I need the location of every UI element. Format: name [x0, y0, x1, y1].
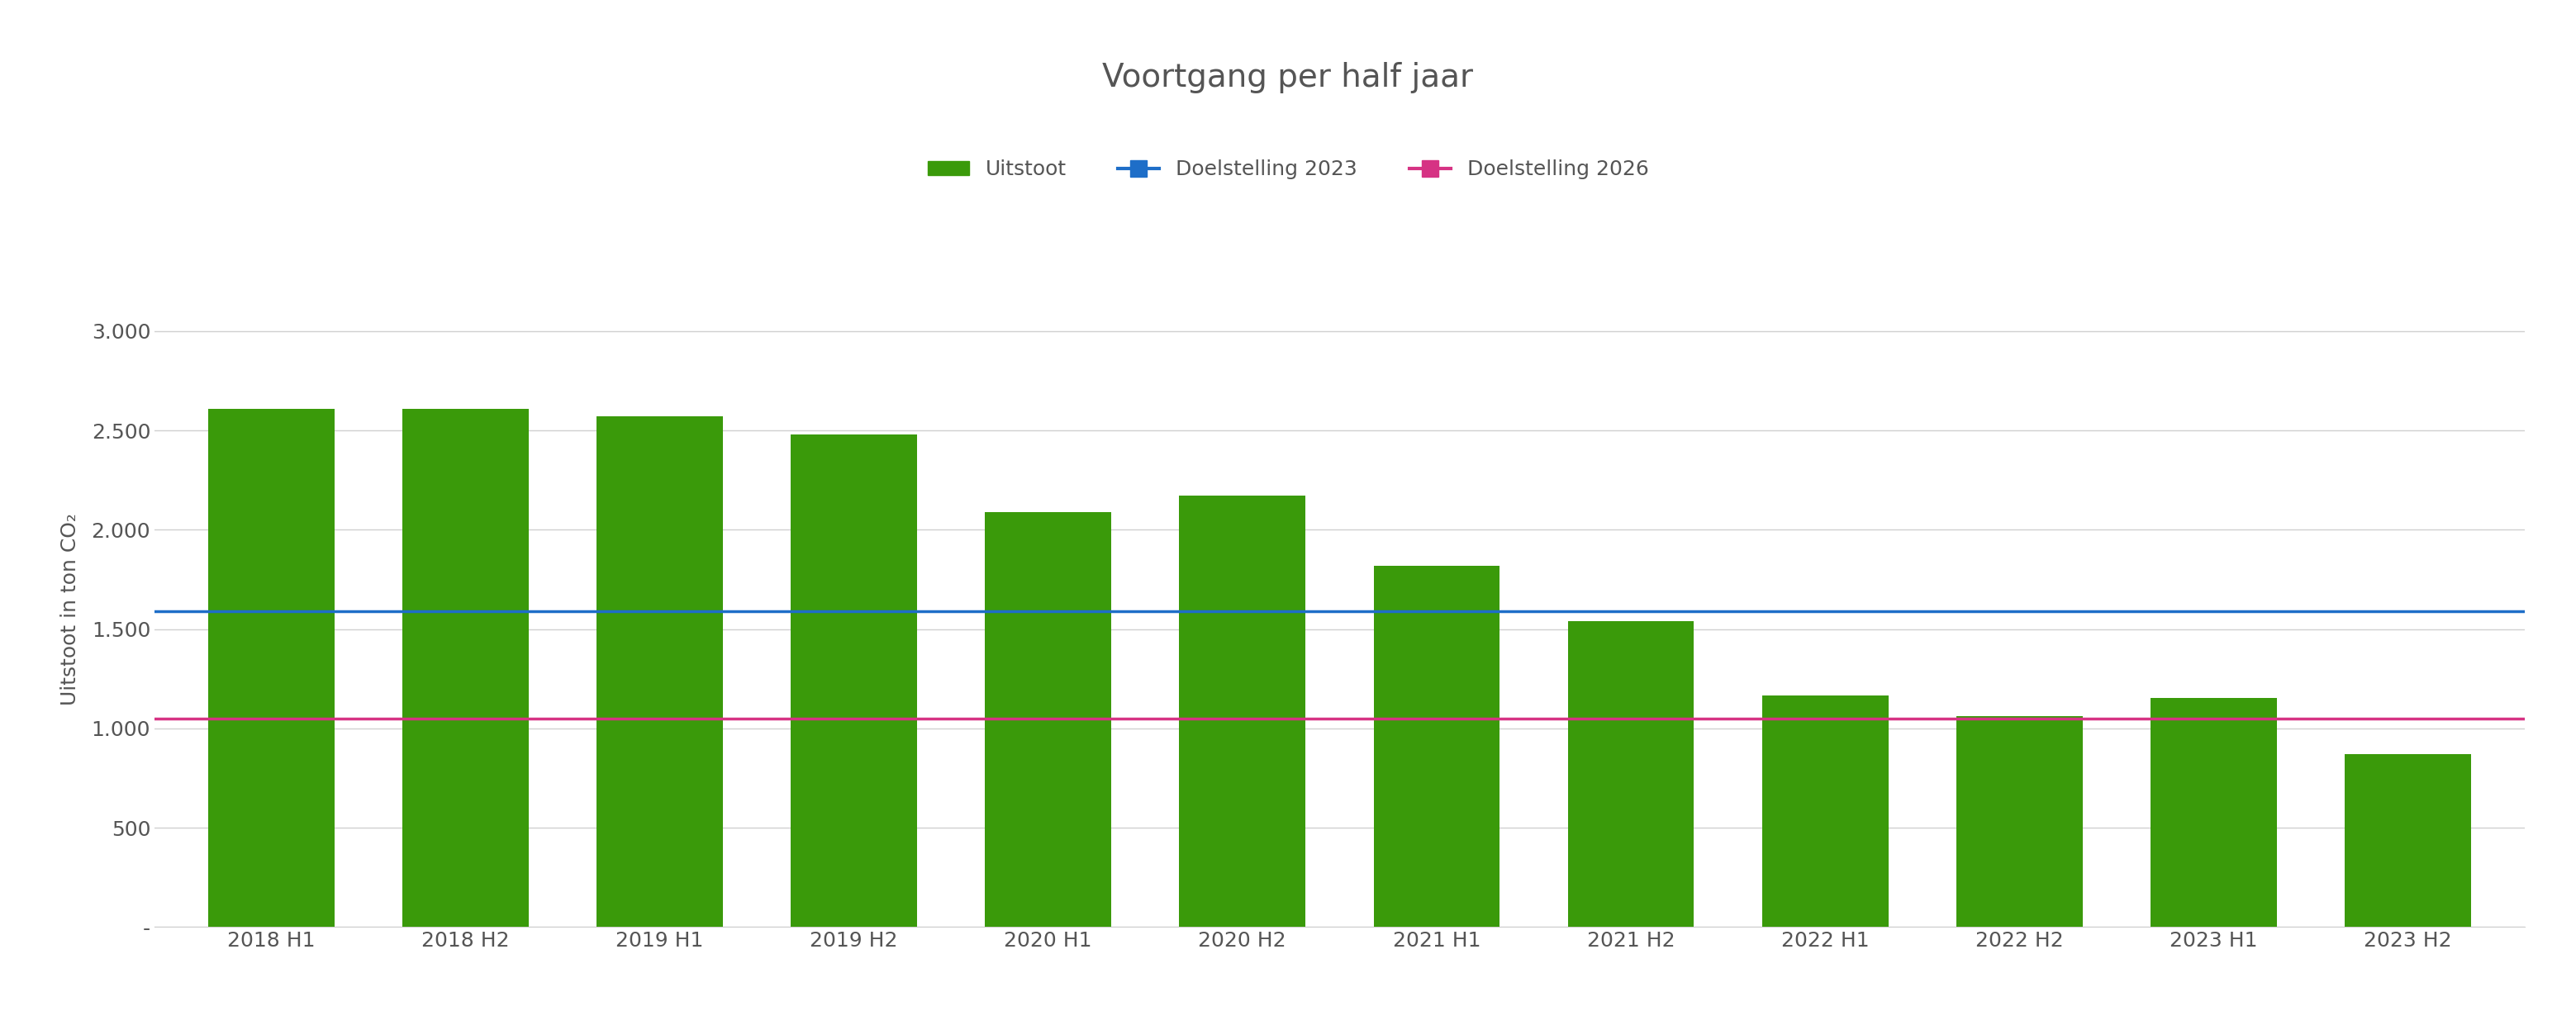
Bar [984, 512, 1110, 927]
Bar [1180, 496, 1306, 927]
Bar [209, 409, 335, 927]
Y-axis label: Uitstoot in ton CO₂: Uitstoot in ton CO₂ [59, 513, 80, 706]
Bar [2344, 754, 2470, 927]
Bar [1955, 717, 2081, 927]
Bar [1373, 565, 1499, 927]
Bar [598, 416, 724, 927]
Legend: Uitstoot, Doelstelling 2023, Doelstelling 2026: Uitstoot, Doelstelling 2023, Doelstellin… [927, 160, 1649, 179]
Bar [2151, 697, 2277, 927]
Bar [791, 435, 917, 927]
Text: Voortgang per half jaar: Voortgang per half jaar [1103, 62, 1473, 93]
Bar [1569, 621, 1695, 927]
Bar [1762, 695, 1888, 927]
Bar [402, 409, 528, 927]
